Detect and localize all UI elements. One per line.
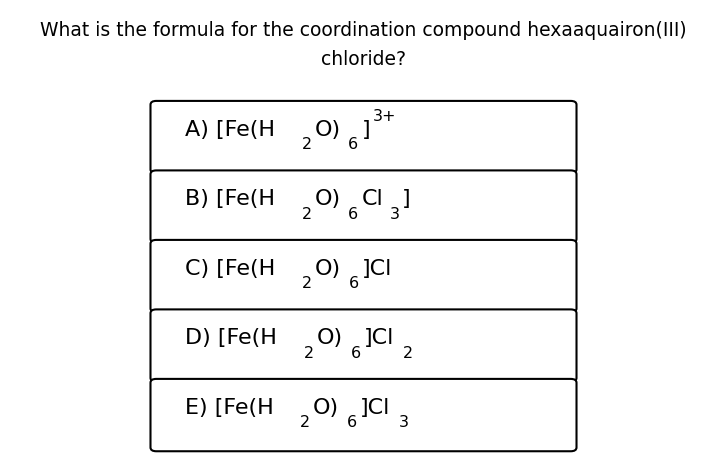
FancyBboxPatch shape <box>150 170 577 243</box>
Text: 6: 6 <box>348 207 358 222</box>
Text: Cl: Cl <box>361 189 383 209</box>
Text: 3: 3 <box>399 415 409 430</box>
Text: C) [Fe(H: C) [Fe(H <box>185 259 276 279</box>
Text: 2: 2 <box>300 415 310 430</box>
Text: D) [Fe(H: D) [Fe(H <box>185 328 277 348</box>
Text: O): O) <box>313 398 339 418</box>
Text: ]Cl: ]Cl <box>360 398 390 418</box>
Text: 6: 6 <box>349 276 358 291</box>
FancyBboxPatch shape <box>150 101 577 173</box>
Text: E) [Fe(H: E) [Fe(H <box>185 398 274 418</box>
Text: O): O) <box>317 328 343 348</box>
Text: chloride?: chloride? <box>321 50 406 69</box>
Text: ]Cl: ]Cl <box>361 259 392 279</box>
Text: 6: 6 <box>350 346 361 361</box>
Text: O): O) <box>315 189 341 209</box>
Text: O): O) <box>315 259 341 279</box>
Text: 6: 6 <box>348 137 358 152</box>
Text: 2: 2 <box>403 346 413 361</box>
FancyBboxPatch shape <box>150 309 577 382</box>
Text: B) [Fe(H: B) [Fe(H <box>185 189 276 209</box>
Text: O): O) <box>315 120 341 140</box>
Text: 3+: 3+ <box>372 109 396 124</box>
Text: 6: 6 <box>347 415 357 430</box>
Text: ]: ] <box>402 189 411 209</box>
FancyBboxPatch shape <box>150 240 577 312</box>
Text: ]Cl: ]Cl <box>364 328 394 348</box>
Text: A) [Fe(H: A) [Fe(H <box>185 120 276 140</box>
Text: 2: 2 <box>302 276 312 291</box>
Text: 2: 2 <box>304 346 314 361</box>
Text: 2: 2 <box>302 137 312 152</box>
FancyBboxPatch shape <box>150 379 577 451</box>
Text: ]: ] <box>361 120 370 140</box>
Text: What is the formula for the coordination compound hexaaquairon(III): What is the formula for the coordination… <box>40 21 687 40</box>
Text: 2: 2 <box>302 207 312 222</box>
Text: 3: 3 <box>390 207 399 222</box>
